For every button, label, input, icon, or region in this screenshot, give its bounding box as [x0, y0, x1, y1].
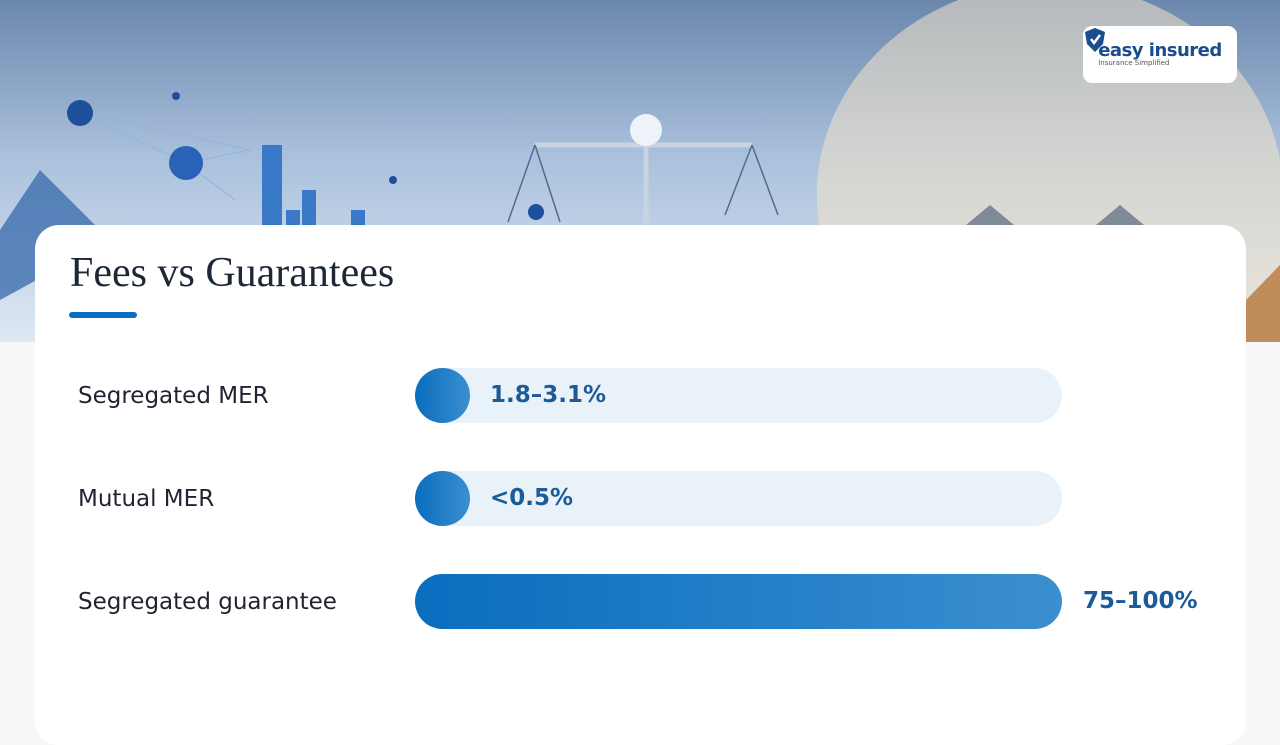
row-value: 1.8–3.1% — [490, 382, 607, 408]
row-label: Segregated MER — [78, 383, 269, 409]
row: Mutual MER <0.5% — [35, 471, 1246, 527]
logo-name: easy insured — [1098, 40, 1222, 61]
bar-track — [415, 471, 1062, 526]
row: Segregated MER 1.8–3.1% — [35, 368, 1246, 424]
logo-shield — [1085, 28, 1105, 52]
row-value: <0.5% — [490, 485, 574, 511]
row-value: 75–100% — [1083, 588, 1198, 614]
slide-title: Fees vs Guarantees — [70, 250, 395, 296]
row-label: Segregated guarantee — [78, 589, 337, 615]
logo-text: easy insured Insurance Simplified — [1098, 42, 1222, 67]
page: easy insured Insurance Simplified Fees v… — [0, 0, 1280, 629]
bar-fill — [415, 368, 470, 423]
bar-fill — [415, 471, 470, 526]
bar-track — [415, 368, 1062, 423]
title-underline — [69, 312, 137, 318]
row-label: Mutual MER — [78, 486, 215, 512]
logo[interactable]: easy insured Insurance Simplified — [1083, 26, 1237, 83]
content-card: Fees vs Guarantees Segregated MER 1.8–3.1… — [35, 225, 1246, 745]
row: Segregated guarantee 75–100% — [35, 574, 1246, 630]
bar-track — [415, 574, 1062, 629]
logo-tagline: Insurance Simplified — [1098, 59, 1170, 67]
bar-fill — [415, 574, 1062, 629]
